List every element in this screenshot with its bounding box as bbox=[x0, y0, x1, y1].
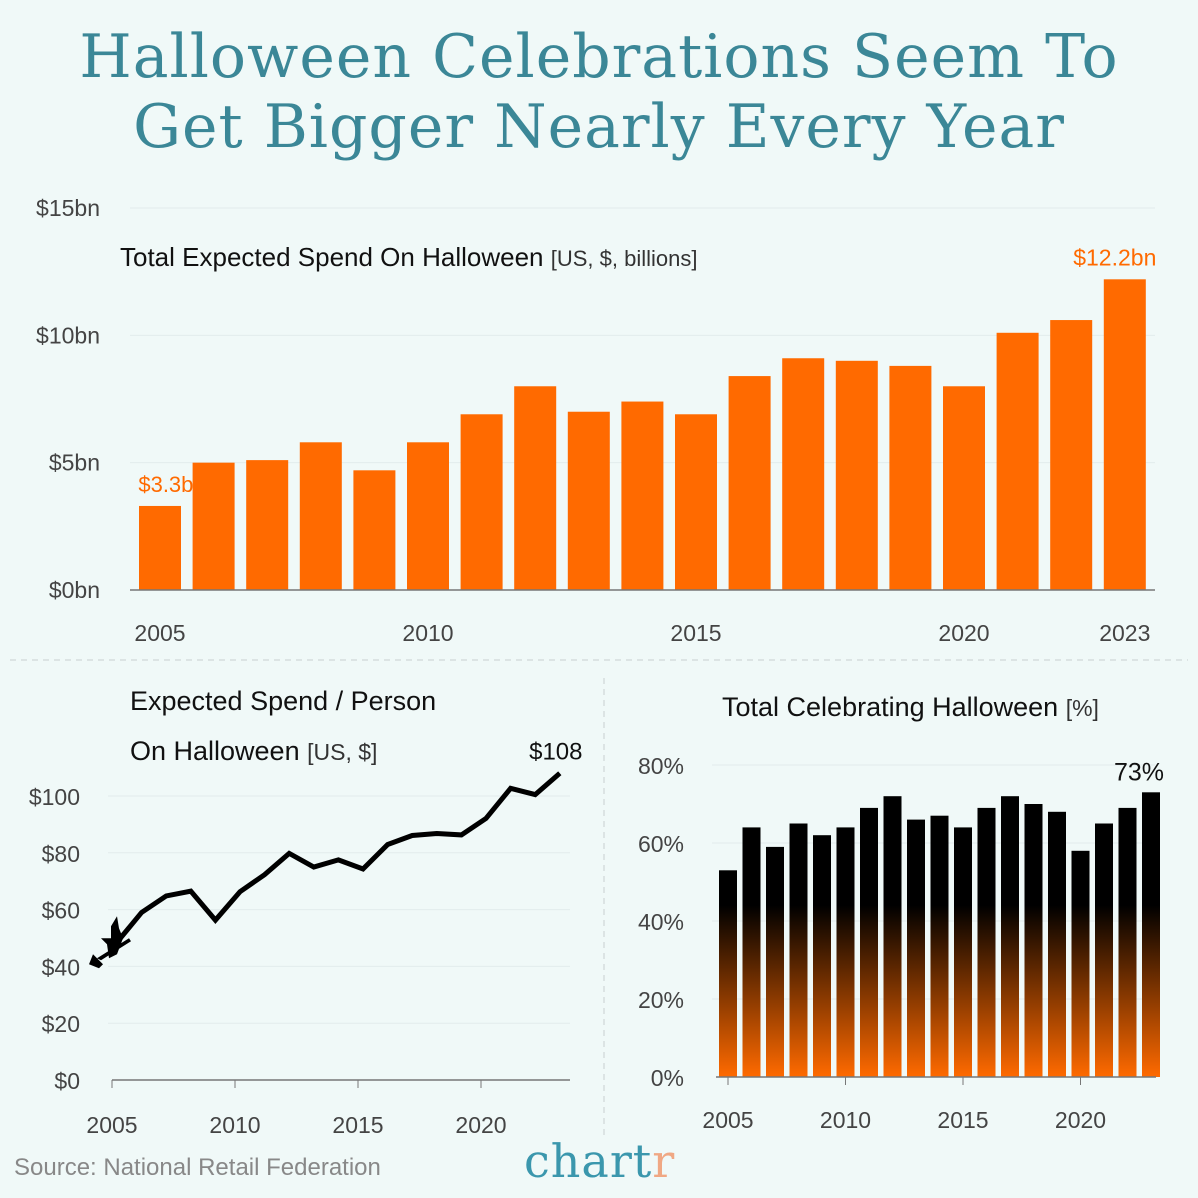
x-tick-label: 2005 bbox=[134, 620, 185, 646]
x-tick-label: 2010 bbox=[820, 1107, 871, 1133]
line-chart-title-2: On Halloween [US, $] bbox=[130, 736, 377, 766]
bar-2023 bbox=[1103, 279, 1146, 590]
bar-2016 bbox=[728, 376, 771, 590]
bar-2021 bbox=[996, 332, 1039, 590]
x-tick-label: 2005 bbox=[86, 1112, 137, 1138]
bar-2022 bbox=[1118, 807, 1137, 1077]
title-line-1: Halloween Celebrations Seem To bbox=[79, 22, 1119, 92]
y-tick-label: $0 bbox=[54, 1068, 80, 1094]
bar-2007 bbox=[246, 460, 289, 590]
y-tick-label: $10bn bbox=[36, 322, 100, 348]
bar-2017 bbox=[782, 358, 825, 590]
y-tick-label: 0% bbox=[651, 1065, 684, 1091]
bar-2015 bbox=[954, 827, 972, 1077]
bar-2014 bbox=[930, 815, 949, 1077]
bar-2015 bbox=[675, 414, 717, 590]
y-tick-label: $20 bbox=[42, 1011, 80, 1037]
line-chart-title-1: Expected Spend / Person bbox=[130, 686, 436, 716]
chartr-logo: chartr bbox=[524, 1134, 676, 1188]
y-tick-label: 20% bbox=[638, 987, 684, 1013]
bar-2014 bbox=[621, 401, 664, 590]
source-note: Source: National Retail Federation bbox=[14, 1154, 381, 1181]
x-tick-label: 2010 bbox=[209, 1112, 260, 1138]
bar-2018 bbox=[835, 360, 878, 590]
bar-2010 bbox=[836, 827, 855, 1077]
bar-2005 bbox=[719, 870, 737, 1077]
bar-2012 bbox=[514, 386, 557, 590]
bar-2020 bbox=[943, 386, 985, 590]
y-tick-label: 80% bbox=[638, 753, 684, 779]
bar-2021 bbox=[1095, 823, 1113, 1077]
bar-2006 bbox=[192, 462, 235, 590]
y-tick-label: $100 bbox=[29, 784, 80, 810]
y-tick-label: $0bn bbox=[49, 577, 100, 603]
bar-2009 bbox=[353, 470, 396, 590]
bar-2013 bbox=[567, 411, 610, 590]
bar-2017 bbox=[1001, 796, 1019, 1077]
x-tick-label: 2020 bbox=[938, 620, 989, 646]
bar-2010 bbox=[407, 442, 449, 590]
first-value-label: $3.3bn bbox=[138, 472, 205, 497]
y-tick-label: 60% bbox=[638, 831, 684, 857]
witch-on-broom-icon bbox=[89, 916, 131, 969]
page-title: Halloween Celebrations Seem To Get Bigge… bbox=[0, 22, 1198, 162]
x-tick-label: 2010 bbox=[402, 620, 453, 646]
title-line-2: Get Bigger Nearly Every Year bbox=[133, 92, 1065, 162]
last-value-label: $12.2bn bbox=[1073, 244, 1156, 270]
bar-2009 bbox=[813, 835, 831, 1077]
bar-2018 bbox=[1024, 804, 1043, 1077]
bar-2008 bbox=[789, 823, 808, 1077]
bar-2005 bbox=[139, 505, 181, 590]
y-tick-label: $60 bbox=[42, 898, 80, 924]
bar-2016 bbox=[977, 807, 996, 1077]
y-tick-label: 40% bbox=[638, 909, 684, 935]
bar-2013 bbox=[907, 819, 925, 1077]
x-tick-label: 2023 bbox=[1099, 620, 1150, 646]
bar-2006 bbox=[742, 827, 761, 1077]
bar-2023 bbox=[1142, 792, 1160, 1077]
bar-2019 bbox=[1048, 811, 1066, 1077]
y-tick-label: $80 bbox=[42, 841, 80, 867]
bar-2011 bbox=[460, 414, 503, 590]
bar-2022 bbox=[1050, 320, 1093, 590]
bar-2020 bbox=[1071, 850, 1090, 1077]
x-tick-label: 2015 bbox=[670, 620, 721, 646]
x-tick-label: 2020 bbox=[455, 1112, 506, 1138]
x-tick-label: 2020 bbox=[1055, 1107, 1106, 1133]
last-value-label: 73% bbox=[1114, 758, 1164, 786]
bar-2012 bbox=[883, 796, 902, 1077]
pct-chart-title: Total Celebrating Halloween [%] bbox=[722, 692, 1099, 722]
bar-2019 bbox=[889, 365, 932, 590]
y-tick-label: $15bn bbox=[36, 195, 100, 221]
x-tick-label: 2015 bbox=[332, 1112, 383, 1138]
bar-2008 bbox=[299, 442, 342, 590]
bar-2007 bbox=[766, 846, 784, 1077]
y-tick-label: $5bn bbox=[49, 450, 100, 476]
x-tick-label: 2005 bbox=[702, 1107, 753, 1133]
y-tick-label: $40 bbox=[42, 954, 80, 980]
last-value-label: $108 bbox=[529, 738, 582, 765]
bar-2011 bbox=[860, 807, 878, 1077]
top-chart-title: Total Expected Spend On Halloween [US, $… bbox=[120, 242, 697, 272]
x-tick-label: 2015 bbox=[937, 1107, 988, 1133]
spend-per-person-line bbox=[115, 771, 562, 944]
